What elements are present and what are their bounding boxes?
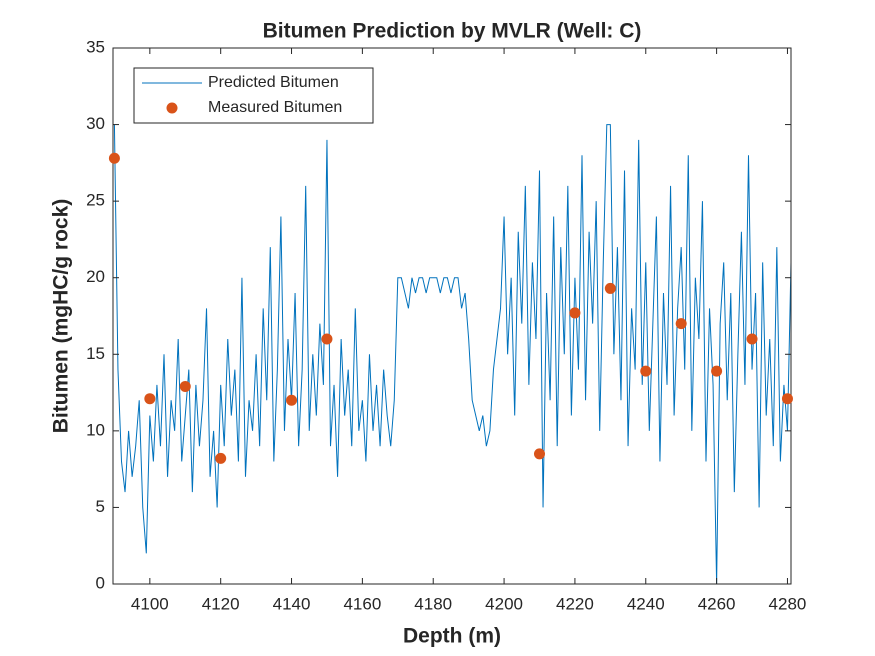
measured-point — [144, 393, 156, 405]
x-tick-label: 4180 — [414, 594, 452, 613]
measured-point — [108, 152, 120, 164]
y-tick-label: 20 — [86, 267, 105, 286]
y-tick-label: 30 — [86, 114, 105, 133]
measured-point — [640, 365, 652, 377]
x-tick-label: 4240 — [627, 594, 665, 613]
y-tick-label: 0 — [96, 573, 105, 592]
y-tick-label: 35 — [86, 37, 105, 56]
plot-area — [113, 124, 791, 584]
y-tick-label: 15 — [86, 344, 105, 363]
y-tick-label: 25 — [86, 191, 105, 210]
x-tick-label: 4220 — [556, 594, 594, 613]
y-axis-label: Bitumen (mgHC/g rock) — [50, 199, 73, 434]
axes: 4100 4120 4140 4160 4180 4200 4220 4240 4260 4280… — [86, 37, 806, 613]
y-tick-label: 5 — [96, 497, 105, 516]
predicted-line — [113, 124, 791, 584]
measured-point — [746, 333, 758, 345]
y-tick-label: 10 — [86, 420, 105, 439]
legend-label: Predicted Bitumen — [208, 74, 339, 91]
measured-point — [675, 318, 687, 330]
measured-point — [215, 452, 227, 464]
x-tick-label: 4160 — [343, 594, 381, 613]
measured-point — [321, 333, 333, 345]
x-tick-label: 4100 — [131, 594, 169, 613]
x-tick-label: 4200 — [485, 594, 523, 613]
x-tick-label: 4280 — [769, 594, 807, 613]
measured-point — [604, 282, 616, 294]
measured-point — [781, 393, 793, 405]
x-tick-label: 4120 — [202, 594, 240, 613]
x-tick-label: 4260 — [698, 594, 736, 613]
x-tick-label: 4140 — [273, 594, 311, 613]
legend-box — [133, 67, 374, 124]
chart-title: Bitumen Prediction by MVLR (Well: C) — [263, 20, 642, 43]
measured-point — [569, 307, 581, 319]
measured-point — [179, 380, 191, 392]
x-axis-label: Depth (m) — [403, 625, 501, 648]
legend-label: Measured Bitumen — [208, 99, 342, 116]
measured-point — [711, 365, 723, 377]
measured-point — [533, 448, 545, 460]
legend-marker — [166, 102, 178, 114]
axes-box — [112, 47, 792, 585]
measured-point — [286, 394, 298, 406]
